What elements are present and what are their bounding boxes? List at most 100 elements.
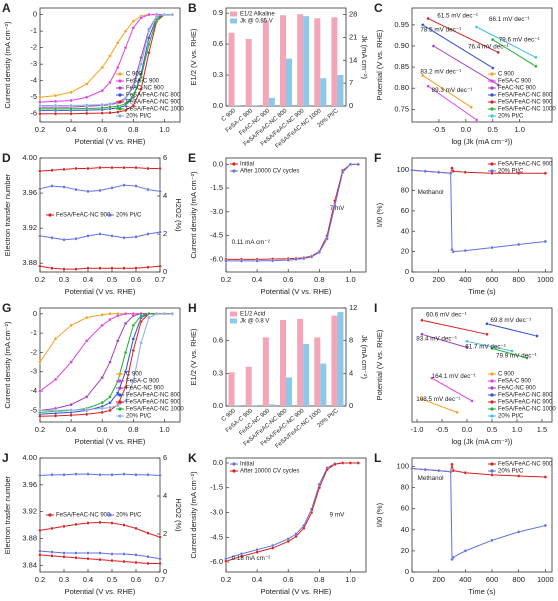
data-point xyxy=(85,316,89,320)
y-tick-label: 0.0 xyxy=(213,101,223,110)
y2-axis-label: H2O2 (%) xyxy=(174,198,183,232)
y-tick-label: 0.0 xyxy=(213,401,223,410)
x-tick-label: 400 xyxy=(459,575,472,584)
data-point xyxy=(74,267,78,271)
data-point xyxy=(139,319,143,324)
annotation: Methanol xyxy=(418,189,444,196)
legend-label: FeSA/FeAC-NC 900 xyxy=(498,162,553,168)
annotation: 60.6 mV dec⁻¹ xyxy=(426,312,467,319)
x-tick-label: 1.0 xyxy=(512,425,522,434)
legend-label: 20% Pt/C xyxy=(498,469,524,475)
data-point xyxy=(517,474,521,478)
data-point xyxy=(146,531,150,535)
bar xyxy=(245,38,252,106)
legend-label: 20% Pt/C xyxy=(126,414,152,420)
data-point xyxy=(69,103,73,108)
y-tick-label: -1.5 xyxy=(210,483,223,492)
y-tick-label: -6.0 xyxy=(210,557,223,566)
y2-tick-label: 0 xyxy=(349,101,353,110)
data-point xyxy=(534,55,538,60)
data-point xyxy=(85,111,89,116)
y-tick-label: 0.75 xyxy=(394,104,409,113)
series-line xyxy=(421,319,488,335)
legend-marker xyxy=(490,462,494,466)
data-point xyxy=(50,526,54,531)
data-point xyxy=(74,187,78,192)
bar xyxy=(245,366,252,406)
legend-marker xyxy=(490,86,494,90)
legend-label: FeSA/FeAC-NC 900 xyxy=(126,400,181,406)
data-point xyxy=(134,184,138,188)
legend-marker xyxy=(490,414,494,418)
legend-marker xyxy=(490,469,494,473)
data-point xyxy=(100,323,104,328)
y-tick-label: 20 xyxy=(401,247,409,256)
x-tick-label: 0.4 xyxy=(252,575,262,584)
data-point xyxy=(317,250,321,254)
y-tick-label: 0.6 xyxy=(213,39,223,48)
series-line xyxy=(421,398,458,413)
y2-tick-label: 4 xyxy=(349,368,353,377)
legend-label: 20% Pt/C xyxy=(498,414,524,420)
series-line xyxy=(476,26,537,58)
y-tick-label: -4 xyxy=(30,386,37,395)
series-line xyxy=(492,39,537,67)
legend-label: After 10000 CV cycles xyxy=(240,469,299,475)
data-point xyxy=(86,557,90,561)
legend-label: FeSA/FeAC-NC 900 xyxy=(498,462,553,468)
data-point xyxy=(100,88,104,93)
legend-marker xyxy=(118,114,122,118)
data-point xyxy=(74,556,78,560)
bar xyxy=(262,20,269,106)
data-point xyxy=(455,410,459,415)
x-axis-label: Potential (V vs. RHE) xyxy=(261,287,332,296)
data-point xyxy=(69,402,73,407)
data-point xyxy=(158,230,162,234)
data-point xyxy=(108,360,112,364)
y-tick-label: -6 xyxy=(30,109,37,118)
legend-marker xyxy=(48,513,52,517)
data-point xyxy=(85,339,89,343)
legend-marker xyxy=(118,86,122,90)
y-tick-label: -4 xyxy=(30,76,37,85)
legend-marker xyxy=(118,393,122,397)
data-point xyxy=(474,25,479,29)
x-axis-label: Potential (V vs. RHE) xyxy=(261,587,332,596)
data-point xyxy=(426,16,430,21)
x-tick-label: 1.0 xyxy=(345,275,355,284)
data-point xyxy=(470,399,474,403)
y-tick-label: 0 xyxy=(33,10,37,19)
data-point xyxy=(116,110,120,114)
data-point xyxy=(465,339,469,343)
y-tick-label: 3.92 xyxy=(22,507,37,516)
series-line xyxy=(427,85,477,121)
x-tick-label: 0.7 xyxy=(155,575,165,584)
data-point xyxy=(271,546,275,550)
data-point xyxy=(139,62,143,66)
bar xyxy=(262,337,269,406)
data-point xyxy=(131,337,135,341)
data-point xyxy=(100,111,104,115)
data-point xyxy=(525,356,529,360)
data-point xyxy=(224,259,228,263)
bar xyxy=(314,337,321,406)
data-point xyxy=(302,256,306,261)
legend-label: FeAC-NC 900 xyxy=(126,386,164,392)
data-point xyxy=(122,236,126,240)
y-axis-label: Electron transfer number xyxy=(3,173,12,256)
x-tick-label: 0.6 xyxy=(283,275,293,284)
data-point xyxy=(62,551,66,555)
legend-label: FeSA/FeAC-NC 1000 xyxy=(498,407,556,413)
y-tick-label: 0.95 xyxy=(394,20,409,29)
data-point xyxy=(85,395,89,399)
series-line xyxy=(422,24,494,69)
data-point xyxy=(239,259,244,263)
data-point xyxy=(421,73,425,78)
data-point xyxy=(62,167,66,172)
y-axis-label: E1/2 (V vs. RHE) xyxy=(189,328,198,386)
x-tick-label: 0.2 xyxy=(35,125,45,134)
x-axis-label: Potential (V vs. RHE) xyxy=(65,287,136,296)
data-point xyxy=(139,75,143,80)
data-point xyxy=(449,470,453,474)
data-point xyxy=(286,539,290,544)
